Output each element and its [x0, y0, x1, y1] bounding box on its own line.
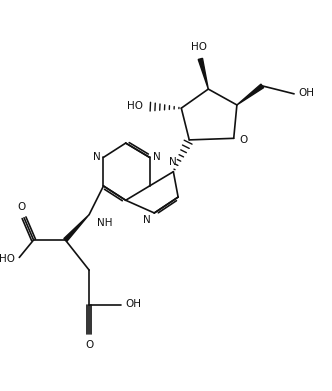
Text: OH: OH — [298, 88, 314, 98]
Text: NH: NH — [97, 218, 113, 228]
Text: HO: HO — [127, 101, 143, 111]
Text: N: N — [143, 215, 151, 224]
Text: O: O — [239, 135, 248, 145]
Text: N: N — [93, 152, 100, 162]
Polygon shape — [64, 215, 89, 241]
Text: HO: HO — [0, 254, 15, 264]
Polygon shape — [237, 84, 264, 105]
Text: O: O — [17, 202, 26, 212]
Text: OH: OH — [126, 300, 142, 309]
Text: O: O — [85, 340, 93, 350]
Polygon shape — [198, 58, 208, 89]
Text: N: N — [169, 156, 177, 167]
Text: N: N — [153, 152, 160, 162]
Text: HO: HO — [191, 42, 207, 52]
